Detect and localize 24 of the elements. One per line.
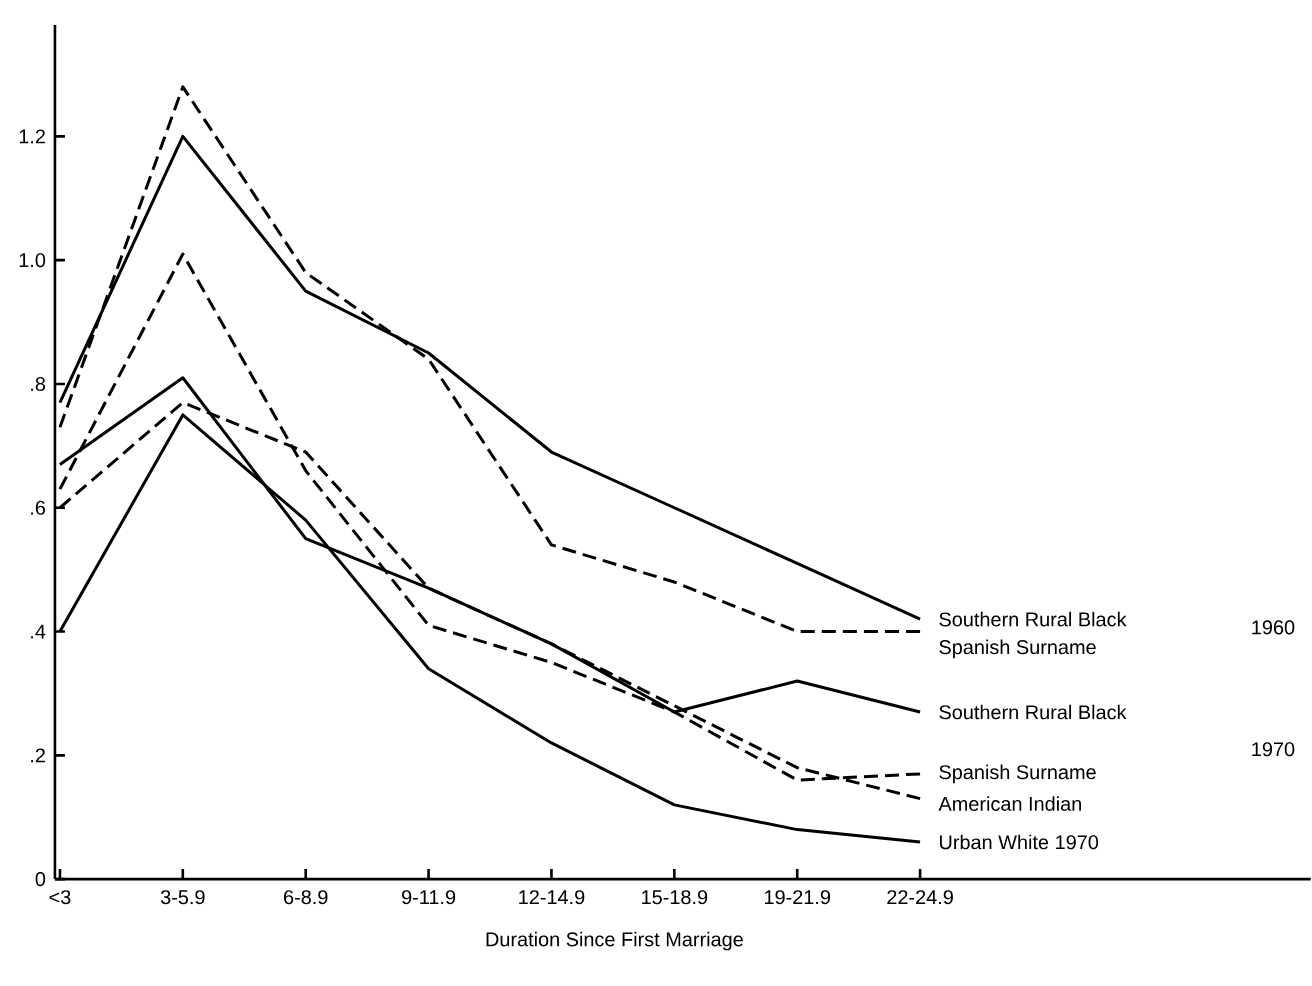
- series-label: Urban White 1970: [939, 834, 1099, 850]
- y-tick-label: 1.2: [19, 129, 45, 144]
- text: 1960: [1252, 620, 1295, 635]
- series-label: Southern Rural Black: [939, 704, 1127, 720]
- x-axis-title: Duration Since First Marriage: [486, 931, 743, 951]
- y-tick-label: 1.0: [19, 253, 46, 268]
- y-tick-label: .6: [31, 500, 46, 515]
- y-tick-label: .2: [31, 748, 45, 763]
- y-tick-label: .8: [31, 376, 46, 391]
- series-label: American Indian: [938, 796, 1081, 811]
- x-tick-label: <3: [49, 890, 71, 905]
- series-label: Spanish Surname: [939, 639, 1096, 659]
- x-tick-label: 3-5.9: [160, 890, 205, 905]
- y-tick-label: .4: [31, 624, 46, 639]
- text: 1970: [1252, 742, 1295, 757]
- x-tick-label: 12-14.9: [519, 890, 585, 905]
- series-label: Southern Rural Black: [939, 611, 1127, 627]
- x-tick-label: 9-11.9: [402, 890, 456, 905]
- x-tick-label: 22-24.9: [887, 890, 953, 905]
- x-tick-label: 6-8.9: [284, 890, 328, 905]
- x-tick-label: 19-21.9: [764, 890, 831, 905]
- series-label: Spanish Surname: [939, 764, 1096, 784]
- y-tick-label: 0: [35, 872, 46, 887]
- x-tick-label: 15-18.9: [642, 890, 708, 905]
